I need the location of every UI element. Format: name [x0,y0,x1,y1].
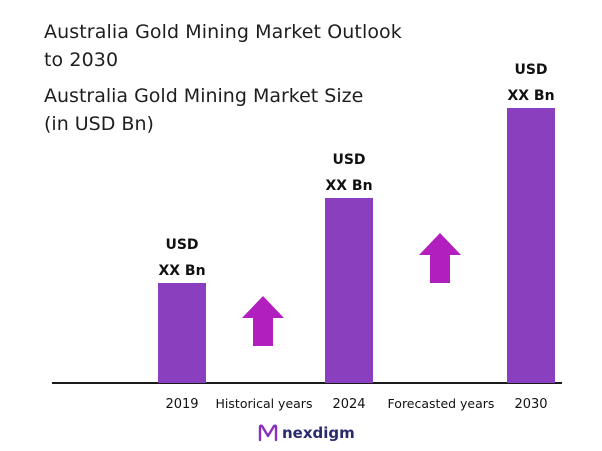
chart-title-line-1: Australia Gold Mining Market Outlook [44,21,402,43]
chart-subtitle: Australia Gold Mining Market Size (in US… [44,82,363,138]
bar-2030 [507,108,555,383]
bar-value-label-2024-line-2: XX Bn [325,178,372,194]
bar-value-label-2030-line-1: USD [514,62,547,78]
bar-value-label-2030-line-2: XX Bn [507,88,554,104]
growth-arrow-historical [242,296,284,346]
bar-value-label-2024-line-1: USD [332,152,365,168]
period-label-2: Forecasted years [388,396,495,411]
bar-value-label-2019-line-1: USD [165,237,198,253]
chart-subtitle-line-2: (in USD Bn) [44,113,154,135]
chart-subtitle-line-1: Australia Gold Mining Market Size [44,85,364,107]
chart-title-line-2: to 2030 [44,49,119,71]
nexdigm-logo-icon [258,424,278,442]
chart-title: Australia Gold Mining Market Outlook to … [44,18,402,74]
bar-value-label-2019-line-2: XX Bn [158,263,205,279]
brand-name: nexdigm [282,424,355,442]
x-tick-label-2024: 2024 [332,397,365,412]
period-label-1: Historical years [216,396,313,411]
bar-2024 [325,198,373,383]
bar-2019 [158,283,206,383]
growth-arrow-forecast [419,233,461,283]
x-tick-label-2030: 2030 [514,397,547,412]
brand-logo: nexdigm [258,424,355,442]
x-tick-label-2019: 2019 [165,397,198,412]
